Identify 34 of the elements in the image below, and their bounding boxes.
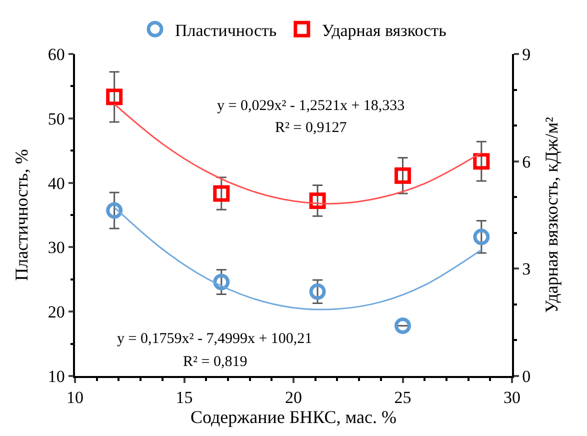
y-tick-label: 60 bbox=[48, 44, 65, 64]
point bbox=[473, 228, 490, 246]
y-tick-label: 50 bbox=[48, 109, 65, 128]
point bbox=[394, 318, 411, 334]
y2-tick-label: 3 bbox=[522, 260, 531, 279]
annotation: R² = 0,819 bbox=[183, 354, 248, 370]
point bbox=[106, 202, 123, 219]
y-tick-label: 30 bbox=[48, 238, 65, 258]
y-tick-label: 20 bbox=[48, 302, 65, 322]
y2-axis-title: Ударная вязкость, кДж/м² bbox=[541, 116, 562, 314]
x-tick-label: 30 bbox=[504, 388, 520, 408]
point bbox=[106, 88, 123, 106]
y-tick-label: 10 bbox=[48, 366, 65, 386]
x-tick-label: 15 bbox=[176, 388, 193, 408]
legend-label: Ударная вязкость bbox=[322, 20, 447, 40]
x-tick-label: 10 bbox=[66, 388, 84, 408]
y2-tick-label: 0 bbox=[522, 366, 531, 386]
x-axis-title: Содержание БНКС, мас. % bbox=[190, 407, 396, 428]
point bbox=[309, 192, 326, 209]
y2-tick-label: 6 bbox=[522, 152, 531, 172]
annotation: y = 0,1759x² - 7,4999x + 100,21 bbox=[117, 331, 312, 347]
x-tick-label: 25 bbox=[394, 388, 412, 408]
annotation: R² = 0,9127 bbox=[275, 120, 348, 136]
legend-label: Пластичность bbox=[175, 20, 277, 40]
point bbox=[213, 185, 230, 202]
point bbox=[394, 167, 411, 184]
point bbox=[473, 153, 490, 170]
y-tick-label: 40 bbox=[48, 174, 65, 193]
y-axis-title: Пластичность, % bbox=[12, 149, 32, 281]
point bbox=[213, 274, 230, 290]
annotation: y = 0,029x² - 1,2521x + 18,333 bbox=[217, 98, 405, 114]
x-tick-label: 20 bbox=[285, 388, 302, 408]
y2-tick-label: 9 bbox=[522, 44, 531, 64]
point bbox=[309, 283, 326, 300]
